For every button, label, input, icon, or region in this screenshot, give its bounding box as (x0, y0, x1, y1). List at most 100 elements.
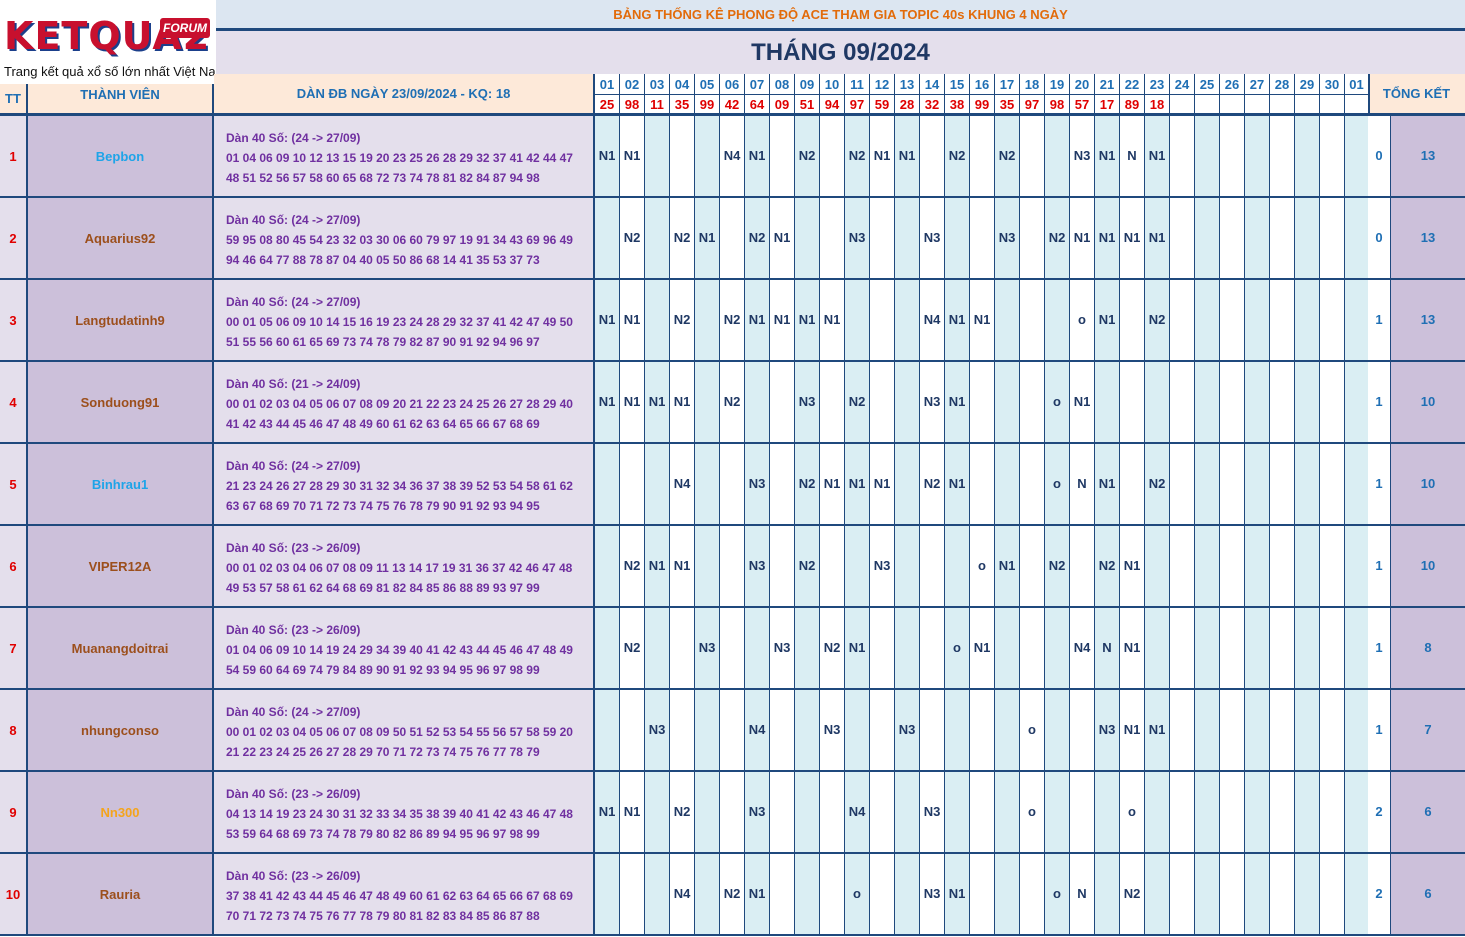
day-header: 14 (920, 74, 945, 95)
day-result-cell (1295, 198, 1320, 278)
day-result-cell (1095, 362, 1120, 442)
day-result-cell (695, 116, 720, 196)
day-result-cell: N1 (1120, 608, 1145, 688)
row-index: 5 (0, 444, 28, 524)
day-result-cell: N2 (670, 198, 695, 278)
dan-numbers-line1: 00 01 05 06 09 10 14 15 16 19 23 24 28 2… (226, 315, 573, 329)
day-result-cell: N2 (920, 444, 945, 524)
day-result-cell: N1 (795, 280, 820, 360)
day-result-cell: N1 (595, 280, 620, 360)
day-result: 51 (795, 95, 820, 116)
member-row: 8 nhungconso Dàn 40 Số: (24 -> 27/09) 00 01… (0, 690, 1465, 772)
day-result-cell (1345, 198, 1370, 278)
day-result-cell (995, 854, 1020, 934)
day-result-cell (1145, 526, 1170, 606)
dan-numbers-line2: 41 42 43 44 45 46 47 48 49 60 61 62 63 6… (226, 417, 540, 431)
day-result-cell: N2 (945, 116, 970, 196)
member-name[interactable]: Rauria (28, 854, 214, 934)
member-name[interactable]: Aquarius92 (28, 198, 214, 278)
day-result-cell (895, 772, 920, 852)
day-result-cell (1220, 198, 1245, 278)
day-result-cell (1020, 198, 1045, 278)
day-result: 89 (1120, 95, 1145, 116)
day-result: 99 (970, 95, 995, 116)
day-result-cell (620, 690, 645, 770)
day-result-cell (1170, 772, 1195, 852)
member-name[interactable]: nhungconso (28, 690, 214, 770)
member-name[interactable]: Muanangdoitrai (28, 608, 214, 688)
day-result-cell: N1 (1145, 198, 1170, 278)
day-result-cell: N1 (845, 444, 870, 524)
day-result-cell: N4 (1070, 608, 1095, 688)
day-result-cell (1245, 280, 1270, 360)
day-result-cell: N1 (620, 362, 645, 442)
day-header: 16 (970, 74, 995, 95)
day-result-cell (895, 608, 920, 688)
month-title: THÁNG 09/2024 (216, 31, 1465, 74)
day-result-cell (1270, 116, 1295, 196)
day-result-cell (1195, 444, 1220, 524)
day-result-cell (770, 444, 795, 524)
day-result-cell: N3 (995, 198, 1020, 278)
member-number-set: Dàn 40 Số: (23 -> 26/09) 04 13 14 19 23 2… (214, 772, 595, 852)
day-result-cell: N1 (745, 854, 770, 934)
day-result-cell (1120, 444, 1145, 524)
total-count-b: 10 (1391, 444, 1465, 524)
day-result-cell (720, 198, 745, 278)
member-name[interactable]: Nn300 (28, 772, 214, 852)
member-name[interactable]: Binhrau1 (28, 444, 214, 524)
day-header: 06 (720, 74, 745, 95)
day-result-cell (770, 526, 795, 606)
day-header: 19 (1045, 74, 1070, 95)
day-result-cell (1045, 690, 1070, 770)
day-result-cell (870, 198, 895, 278)
member-row: 6 VIPER12A Dàn 40 Số: (23 -> 26/09) 00 01 0… (0, 526, 1465, 608)
member-name[interactable]: Bepbon (28, 116, 214, 196)
day-result-cell (1345, 280, 1370, 360)
dan-numbers-line1: 21 23 24 26 27 28 29 30 31 32 34 36 37 3… (226, 479, 573, 493)
day-result-cell (1245, 772, 1270, 852)
day-result-cell (1295, 690, 1320, 770)
dan-numbers-line1: 01 04 06 09 10 14 19 24 29 34 39 40 41 4… (226, 643, 573, 657)
day-result-cell: N1 (1145, 690, 1170, 770)
day-result-cell (920, 526, 945, 606)
member-name[interactable]: Sonduong91 (28, 362, 214, 442)
total-count-a: 1 (1368, 608, 1391, 688)
day-result (1270, 95, 1295, 116)
day-result (1295, 95, 1320, 116)
day-result-cell: N (1070, 444, 1095, 524)
day-result-cell: o (1070, 280, 1095, 360)
day-result-cell: N3 (645, 690, 670, 770)
day-result (1245, 95, 1270, 116)
day-header: 02 (620, 74, 645, 95)
day-result-cell: N1 (870, 116, 895, 196)
day-result-cell (895, 280, 920, 360)
day-result-cell (1220, 690, 1245, 770)
day-header: 22 (1120, 74, 1145, 95)
dan-title: Dàn 40 Số: (24 -> 27/09) (226, 295, 361, 309)
day-result-cell: o (1020, 772, 1045, 852)
day-result-cell (1220, 526, 1245, 606)
day-result-cell (595, 526, 620, 606)
day-result-cell (1220, 444, 1245, 524)
row-index: 9 (0, 772, 28, 852)
day-result-cell (970, 444, 995, 524)
member-name[interactable]: VIPER12A (28, 526, 214, 606)
day-result-cell (1220, 116, 1245, 196)
day-result-cell: N2 (720, 362, 745, 442)
day-result-cell (820, 854, 845, 934)
member-name[interactable]: Langtudatinh9 (28, 280, 214, 360)
day-result-cell: N4 (670, 444, 695, 524)
day-result-cell (1195, 280, 1220, 360)
day-result-cell (1170, 116, 1195, 196)
total-count-b: 10 (1391, 526, 1465, 606)
day-result-cell (1070, 690, 1095, 770)
day-header: 03 (645, 74, 670, 95)
dan-numbers-line2: 63 67 68 69 70 71 72 73 74 75 76 78 79 9… (226, 499, 540, 513)
site-logo[interactable]: KETQUA2 FORUM Trang kết quả xổ số lớn nh… (0, 0, 215, 84)
header-dan: DÀN ĐB NGÀY 23/09/2024 - KQ: 18 (214, 74, 595, 116)
member-row: 2 Aquarius92 Dàn 40 Số: (24 -> 27/09) 59 95… (0, 198, 1465, 280)
day-result-cell: N2 (1095, 526, 1120, 606)
member-number-set: Dàn 40 Số: (24 -> 27/09) 21 23 24 26 27 2… (214, 444, 595, 524)
day-result-cell: N1 (595, 362, 620, 442)
